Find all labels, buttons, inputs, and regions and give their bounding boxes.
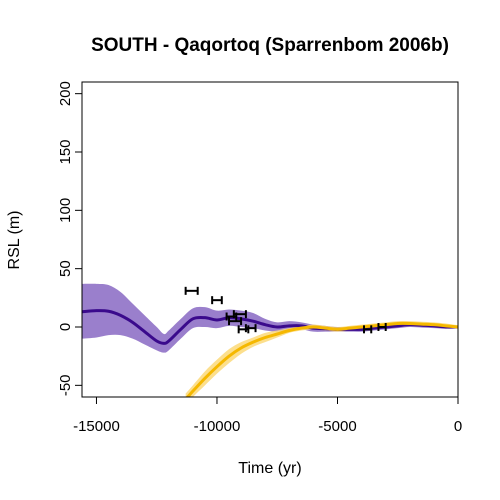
y-tick-label: 50 bbox=[57, 260, 74, 277]
plot-area bbox=[82, 283, 458, 397]
secondary-mean-line bbox=[185, 321, 458, 397]
error-bar bbox=[211, 296, 223, 305]
error-bar bbox=[232, 310, 247, 319]
y-tick-label: 150 bbox=[57, 139, 74, 164]
y-tick-label: 0 bbox=[57, 323, 74, 331]
x-axis: -15000 -10000 -5000 0 bbox=[73, 396, 462, 435]
error-bar bbox=[184, 286, 199, 295]
chart-title: SOUTH - Qaqortoq (Sparrenbom 2006b) bbox=[91, 35, 449, 56]
x-tick-label: -5000 bbox=[318, 418, 356, 435]
y-tick-label: 100 bbox=[57, 198, 74, 223]
x-tick-label: 0 bbox=[454, 418, 462, 435]
y-axis-label: RSL (m) bbox=[6, 211, 23, 270]
error-bar bbox=[363, 325, 373, 334]
x-tick-label: -15000 bbox=[73, 418, 120, 435]
primary-mean-line bbox=[82, 309, 458, 345]
data-error-bars bbox=[184, 286, 387, 334]
x-axis-label: Time (yr) bbox=[238, 460, 301, 477]
error-bar bbox=[244, 324, 257, 333]
y-tick-label: 200 bbox=[57, 81, 74, 106]
secondary-uncertainty-band bbox=[185, 321, 458, 397]
y-tick-label: -50 bbox=[57, 374, 74, 396]
plot-clip-group bbox=[82, 283, 458, 397]
plot-frame bbox=[81, 81, 459, 398]
error-bar bbox=[228, 317, 243, 326]
primary-uncertainty-band bbox=[82, 283, 458, 353]
error-bar bbox=[377, 323, 387, 331]
y-axis: -50 0 50 100 150 200 bbox=[57, 81, 83, 396]
x-tick-label: -10000 bbox=[194, 418, 241, 435]
